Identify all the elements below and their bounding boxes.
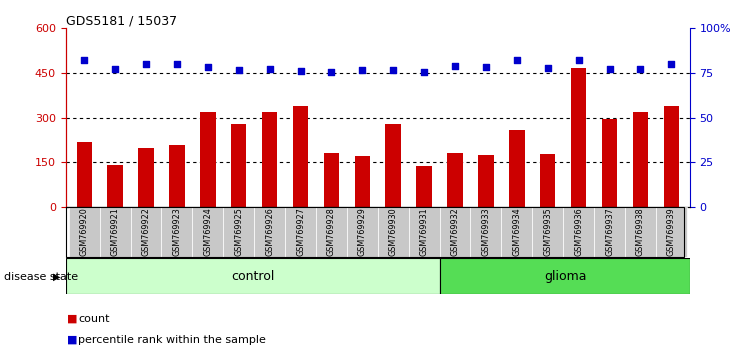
Point: [542, 65, 553, 70]
Point: [171, 61, 182, 67]
Bar: [563, 207, 594, 257]
Bar: [447, 153, 463, 207]
Point: [78, 58, 90, 63]
Text: GSM769921: GSM769921: [111, 207, 120, 256]
Text: GSM769932: GSM769932: [450, 207, 459, 256]
Text: GSM769920: GSM769920: [80, 207, 89, 256]
Text: GSM769934: GSM769934: [512, 207, 521, 256]
Bar: [502, 207, 532, 257]
Point: [388, 67, 399, 73]
Text: GSM769938: GSM769938: [636, 207, 645, 256]
Bar: [633, 112, 648, 207]
Bar: [409, 207, 439, 257]
Point: [264, 66, 275, 72]
Bar: [656, 207, 687, 257]
Text: GSM769929: GSM769929: [358, 207, 367, 256]
Text: GSM769933: GSM769933: [481, 207, 491, 256]
Bar: [478, 155, 493, 207]
Bar: [169, 144, 185, 207]
Bar: [571, 68, 586, 207]
Point: [449, 64, 461, 69]
Point: [202, 64, 214, 70]
Point: [295, 68, 307, 74]
Point: [634, 67, 646, 72]
Point: [480, 64, 492, 70]
Bar: [540, 154, 556, 207]
Text: ■: ■: [67, 314, 77, 324]
Point: [573, 58, 585, 63]
Text: GSM769925: GSM769925: [234, 207, 243, 256]
Bar: [66, 258, 440, 294]
Text: GSM769922: GSM769922: [142, 207, 150, 256]
Text: control: control: [231, 270, 274, 282]
Point: [326, 70, 337, 75]
Bar: [323, 153, 339, 207]
Text: GSM769935: GSM769935: [543, 207, 552, 256]
Bar: [107, 165, 123, 207]
Bar: [509, 130, 525, 207]
Text: count: count: [78, 314, 110, 324]
Text: GSM769924: GSM769924: [204, 207, 212, 256]
Text: GSM769928: GSM769928: [327, 207, 336, 256]
Point: [666, 61, 677, 67]
Bar: [594, 207, 625, 257]
Point: [511, 58, 523, 63]
Bar: [664, 107, 679, 207]
Bar: [193, 207, 223, 257]
Bar: [254, 207, 285, 257]
Bar: [223, 207, 254, 257]
Bar: [77, 142, 92, 207]
Text: GDS5181 / 15037: GDS5181 / 15037: [66, 14, 177, 27]
Bar: [100, 207, 131, 257]
Bar: [316, 207, 347, 257]
Text: GSM769937: GSM769937: [605, 207, 614, 256]
Bar: [138, 148, 154, 207]
Bar: [285, 207, 316, 257]
Bar: [69, 207, 100, 257]
Text: disease state: disease state: [4, 272, 78, 282]
Bar: [416, 166, 432, 207]
Point: [233, 67, 245, 73]
Bar: [377, 207, 409, 257]
Bar: [262, 112, 277, 207]
Bar: [602, 119, 618, 207]
Bar: [347, 207, 377, 257]
Point: [140, 61, 152, 67]
Bar: [131, 207, 161, 257]
Text: GSM769923: GSM769923: [172, 207, 182, 256]
Point: [604, 67, 615, 72]
Bar: [470, 207, 502, 257]
Point: [418, 70, 430, 75]
Bar: [355, 156, 370, 207]
Text: GSM769936: GSM769936: [574, 207, 583, 256]
Text: GSM769930: GSM769930: [388, 207, 398, 256]
Bar: [385, 124, 401, 207]
Bar: [161, 207, 193, 257]
Bar: [440, 258, 690, 294]
Bar: [625, 207, 656, 257]
Bar: [200, 112, 215, 207]
Text: GSM769926: GSM769926: [265, 207, 274, 256]
Bar: [231, 124, 247, 207]
Text: ■: ■: [67, 335, 77, 345]
Text: glioma: glioma: [544, 270, 586, 282]
Text: GSM769939: GSM769939: [666, 207, 676, 256]
Text: percentile rank within the sample: percentile rank within the sample: [78, 335, 266, 345]
Bar: [532, 207, 563, 257]
Point: [356, 67, 368, 73]
Text: ▶: ▶: [53, 272, 61, 282]
Bar: [293, 107, 308, 207]
Text: GSM769931: GSM769931: [420, 207, 429, 256]
Text: GSM769927: GSM769927: [296, 207, 305, 256]
Bar: [439, 207, 470, 257]
Point: [110, 67, 121, 72]
